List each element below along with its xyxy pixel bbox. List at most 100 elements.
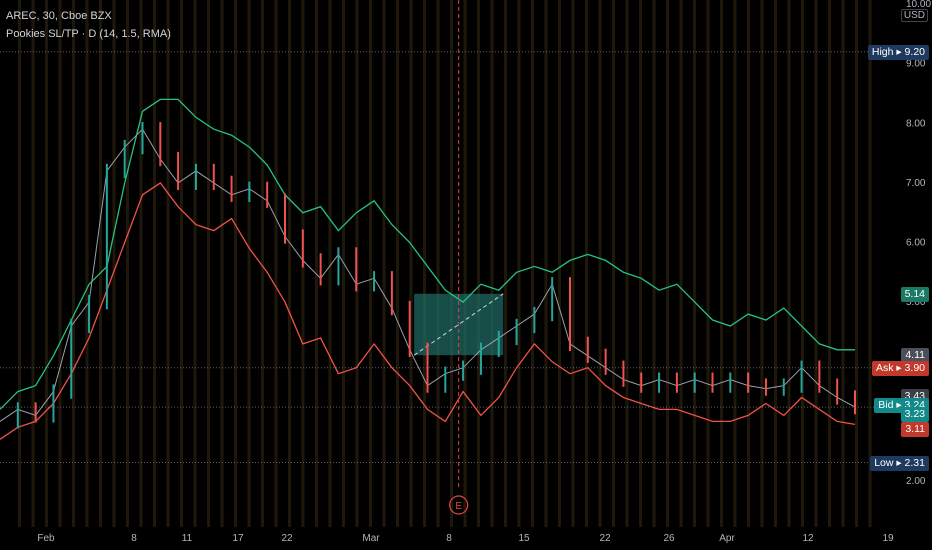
session-stripe: [463, 0, 467, 527]
price-tick-label: 7.00: [906, 178, 926, 189]
session-stripe: [544, 0, 548, 527]
session-stripe: [504, 0, 507, 527]
entry-price-tag: 4.11: [901, 348, 929, 364]
time-tick-label: 26: [663, 533, 675, 544]
event-label: E: [455, 501, 462, 512]
low-price-tag: Low ▸ 2.31: [870, 455, 929, 471]
session-stripe: [679, 0, 683, 527]
session-stripe: [45, 0, 48, 527]
session-stripe: [450, 0, 453, 527]
session-stripe: [180, 0, 183, 527]
event-marker[interactable]: E: [449, 0, 469, 515]
session-stripe: [693, 0, 696, 527]
session-stripe: [382, 0, 386, 527]
session-stripe: [423, 0, 426, 527]
session-stripe: [571, 0, 575, 527]
time-tick-label: 17: [232, 533, 244, 544]
session-stripe: [247, 0, 251, 527]
time-tick-label: Mar: [362, 533, 380, 544]
price-tick-label: 8.00: [906, 118, 926, 129]
session-stripe: [652, 0, 656, 527]
session-stripe: [828, 0, 831, 527]
session-stripe: [612, 0, 615, 527]
session-stripe: [139, 0, 143, 527]
session-stripe: [625, 0, 629, 527]
session-stripe: [85, 0, 89, 527]
time-tick-label: 19: [882, 533, 894, 544]
session-stripe: [288, 0, 291, 527]
price-tick-label: 10.00: [906, 0, 931, 10]
session-stripe: [598, 0, 602, 527]
session-stripe: [733, 0, 737, 527]
session-stripe: [436, 0, 440, 527]
session-stripe: [747, 0, 750, 527]
time-tick-label: Feb: [37, 533, 55, 544]
time-tick-label: Apr: [719, 533, 735, 544]
session-stripe: [315, 0, 318, 527]
currency-label[interactable]: USD: [900, 9, 928, 22]
time-tick-label: 12: [802, 533, 814, 544]
event-circle: [449, 495, 469, 515]
session-stripe: [58, 0, 62, 527]
indicator-legend[interactable]: Pookies SL/TP · D (14, 1.5, RMA): [6, 28, 171, 40]
upper-band-line: [0, 98, 855, 410]
session-stripe: [396, 0, 399, 527]
session-stripe: [409, 0, 413, 527]
session-stripe: [126, 0, 129, 527]
stop2-price-tag: 3.11: [901, 421, 929, 437]
session-stripe: [841, 0, 845, 527]
session-stripe: [531, 0, 534, 527]
session-stripe: [72, 0, 75, 527]
session-stripe: [585, 0, 588, 527]
session-stripe: [490, 0, 494, 527]
time-tick-label: 22: [281, 533, 293, 544]
time-axis[interactable]: Feb 8 11 17 22 Mar 8 15 22 26 Apr 12 19: [37, 533, 894, 544]
session-stripe: [18, 0, 21, 527]
session-stripe: [558, 0, 561, 527]
session-stripe: [99, 0, 102, 527]
session-stripe: [153, 0, 156, 527]
session-stripe: [274, 0, 278, 527]
time-tick-label: 8: [131, 533, 137, 544]
session-stripe: [328, 0, 332, 527]
session-stripe: [774, 0, 777, 527]
time-tick-label: 8: [446, 533, 452, 544]
session-stripe: [855, 0, 858, 527]
price-tick-label: 9.00: [906, 59, 926, 70]
session-stripe: [720, 0, 723, 527]
high-price-tag: High ▸ 9.20: [867, 44, 929, 60]
session-stripe: [706, 0, 710, 527]
session-stripe: [639, 0, 642, 527]
time-tick-label: 15: [518, 533, 530, 544]
ask-price-tag: Ask ▸ 3.90: [871, 360, 929, 376]
session-stripe: [814, 0, 818, 527]
session-stripe: [207, 0, 210, 527]
session-stripe: [234, 0, 237, 527]
time-tick-label: 22: [599, 533, 611, 544]
session-stripe: [31, 0, 35, 527]
stop1-price-tag: 3.23: [900, 406, 929, 422]
session-stripe: [801, 0, 804, 527]
price-tick-label: 5.00: [906, 297, 926, 308]
symbol-legend[interactable]: AREC, 30, Cboe BZX: [6, 10, 112, 22]
time-tick-label: 11: [182, 533, 193, 544]
session-stripe: [868, 0, 872, 527]
session-stripe: [787, 0, 791, 527]
chart-series: [0, 98, 856, 440]
session-stripe: [760, 0, 764, 527]
lower-band-line: [0, 182, 856, 440]
price-tick-label: 6.00: [906, 238, 926, 249]
price-tick-label: 2.00: [906, 476, 926, 487]
session-stripe: [261, 0, 264, 527]
price-level-lines: [0, 51, 878, 464]
tp-price-tag: 5.14: [900, 286, 929, 302]
session-stripes: [18, 0, 872, 527]
session-stripe: [220, 0, 224, 527]
session-stripe: [517, 0, 521, 527]
session-stripe: [369, 0, 372, 527]
session-stripe: [477, 0, 480, 527]
session-stripe: [193, 0, 197, 527]
session-stripe: [666, 0, 669, 527]
session-stripe: [166, 0, 170, 527]
